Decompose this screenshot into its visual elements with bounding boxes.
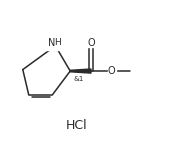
Bar	[44, 42, 59, 50]
Text: HCl: HCl	[65, 119, 87, 132]
Text: O: O	[108, 66, 115, 76]
Bar	[87, 39, 95, 47]
Bar	[108, 68, 116, 75]
Text: N: N	[48, 38, 55, 48]
Text: O: O	[87, 38, 95, 48]
Polygon shape	[70, 69, 91, 73]
Text: H: H	[54, 38, 61, 47]
Text: &1: &1	[74, 76, 84, 82]
